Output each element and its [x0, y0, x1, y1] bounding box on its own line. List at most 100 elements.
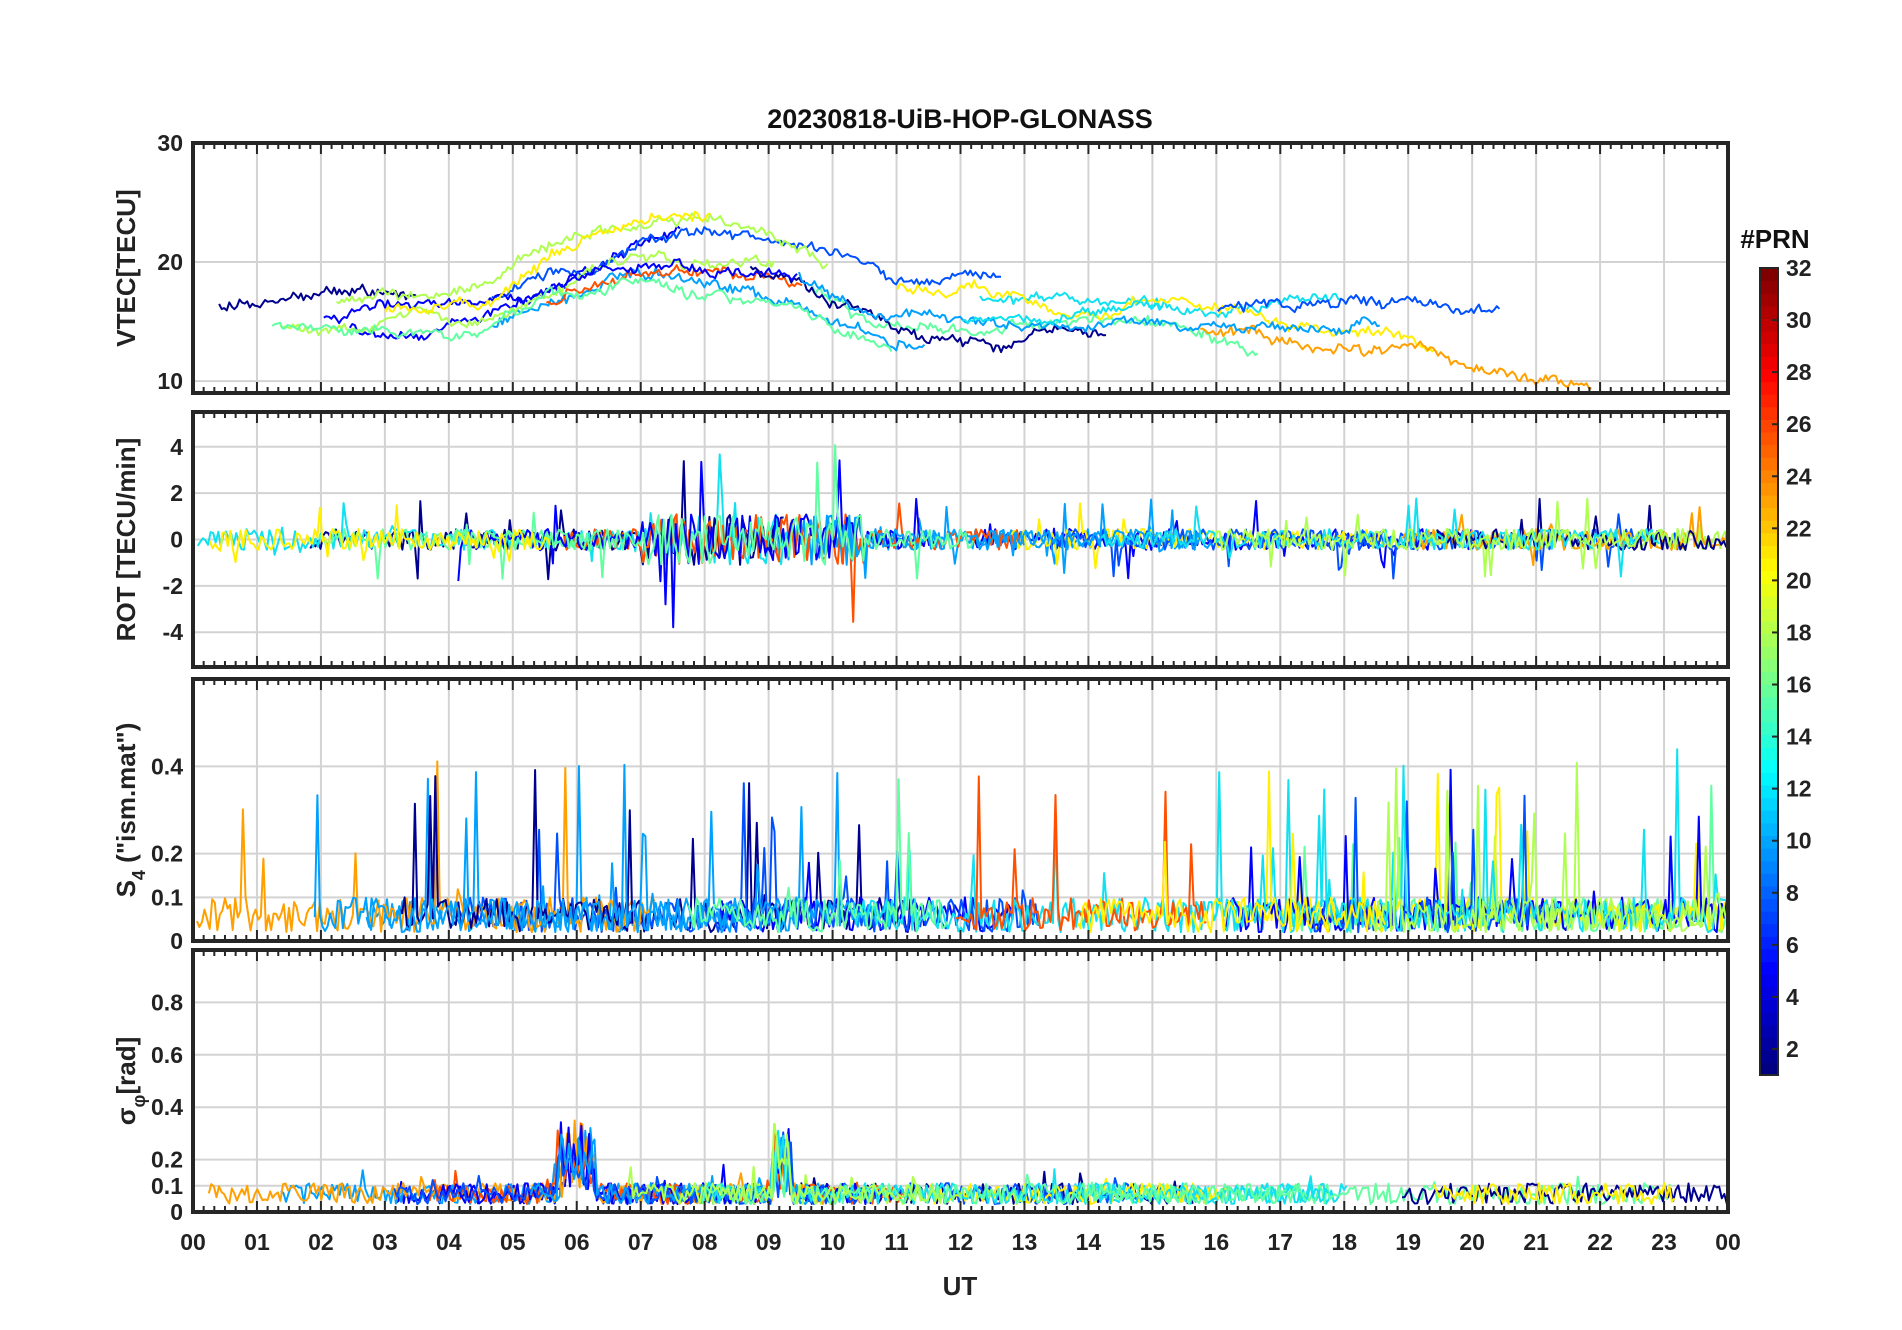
series-line [962, 295, 1163, 326]
x-tick-label: 06 [564, 1229, 590, 1255]
series-line [491, 226, 1002, 300]
colorbar-segment [1760, 293, 1778, 307]
colorbar-segment [1760, 532, 1778, 547]
series-line [445, 444, 975, 580]
colorbar-tick-label: 8 [1786, 880, 1799, 906]
series-line [896, 279, 1439, 354]
y-axis-label: ROT [TECU/min] [111, 438, 141, 642]
y-axis-label: σφ[rad] [111, 1037, 149, 1125]
x-tick-label: 12 [948, 1229, 974, 1255]
y-tick-label: 0.8 [151, 989, 183, 1015]
x-tick-label: 11 [884, 1229, 909, 1255]
y-tick-label: 10 [157, 368, 183, 394]
series-group [207, 1119, 1728, 1206]
colorbar-segment [1760, 797, 1778, 811]
colorbar-tick-label: 18 [1786, 619, 1812, 645]
colorbar-segment [1760, 646, 1778, 660]
colorbar-segment [1760, 583, 1778, 597]
colorbar-segment [1760, 381, 1778, 395]
x-tick-label: 13 [1012, 1229, 1038, 1255]
series-line [1200, 324, 1592, 390]
series-line [218, 283, 417, 312]
y-tick-label: 20 [157, 249, 183, 275]
colorbar-tick-label: 6 [1786, 932, 1799, 958]
colorbar-segment [1760, 974, 1778, 988]
colorbar-tick-label: 2 [1786, 1036, 1799, 1062]
y-axis-label-main: σ [111, 1107, 141, 1125]
x-tick-label: 10 [820, 1229, 846, 1255]
colorbar-segment [1760, 343, 1778, 357]
series-line [456, 782, 1041, 933]
series-line [749, 265, 1107, 354]
colorbar-segment [1760, 570, 1778, 584]
colorbar-tick-label: 12 [1786, 776, 1812, 802]
series-line [309, 460, 784, 581]
colorbar-tick-label: 32 [1786, 255, 1812, 281]
colorbar-segment [1760, 1037, 1778, 1051]
colorbar-tick-label: 24 [1786, 463, 1812, 489]
colorbar-tick-label: 16 [1786, 672, 1812, 698]
colorbar-segment [1760, 986, 1778, 1000]
y-tick-label: 30 [157, 130, 183, 156]
series-line [398, 769, 634, 933]
colorbar-segment [1760, 305, 1778, 320]
colorbar-segment [1760, 419, 1778, 433]
series-line [323, 258, 798, 325]
colorbar-segment [1760, 848, 1778, 862]
y-axis-label-main: S [111, 880, 141, 897]
x-tick-label: 17 [1267, 1229, 1293, 1255]
colorbar-segment [1760, 822, 1778, 837]
x-axis-label: UT [943, 1271, 978, 1301]
series-group [218, 210, 1592, 390]
y-tick-label: -4 [163, 619, 184, 645]
colorbar-segment [1760, 671, 1778, 685]
x-tick-label: 03 [372, 1229, 398, 1255]
x-tick-label: 05 [500, 1229, 526, 1255]
series-line [701, 1137, 1307, 1206]
colorbar-segment [1760, 923, 1778, 937]
y-tick-label: 0.2 [151, 1147, 183, 1173]
y-tick-label: 4 [170, 434, 183, 460]
colorbar-segment [1760, 747, 1778, 761]
panel-sigma_phi: 00.10.20.40.60.8σφ[rad] [111, 948, 1730, 1225]
colorbar-segment [1760, 558, 1778, 572]
colorbar-segment [1760, 621, 1778, 635]
y-tick-label: 0 [170, 527, 183, 553]
x-tick-label: 00 [180, 1229, 206, 1255]
x-tick-label: 14 [1076, 1229, 1102, 1255]
colorbar-segment [1760, 759, 1778, 773]
y-axis-label: VTEC[TECU] [111, 189, 141, 346]
series-line [1369, 767, 1728, 934]
series-line [1433, 1182, 1676, 1205]
y-axis-label-sub: φ [129, 1094, 149, 1107]
series-line [1300, 794, 1549, 934]
series-line [1217, 294, 1501, 315]
series-line [1100, 497, 1661, 578]
colorbar-segment [1760, 356, 1778, 370]
series-line [627, 1123, 944, 1205]
y-tick-label: 0.2 [151, 841, 183, 867]
colorbar-segment [1760, 721, 1778, 736]
y-tick-label: 0 [170, 1199, 183, 1225]
y-axis-label-rest: ("ism.mat") [111, 723, 141, 870]
colorbar-segment [1760, 444, 1778, 458]
colorbar-segment [1760, 368, 1778, 383]
colorbar-segment [1760, 595, 1778, 610]
colorbar-segment [1760, 1024, 1778, 1038]
series-line [384, 210, 711, 314]
colorbar-segment [1760, 457, 1778, 471]
x-tick-label: 20 [1459, 1229, 1485, 1255]
x-tick-label: 16 [1204, 1229, 1230, 1255]
colorbar-tick-label: 10 [1786, 828, 1812, 854]
x-tick-label: 00 [1715, 1229, 1741, 1255]
colorbar-segment [1760, 1049, 1778, 1063]
colorbar-segment [1760, 280, 1778, 294]
y-axis-label-sub: 4 [129, 870, 149, 880]
x-tick-label: 22 [1587, 1229, 1613, 1255]
colorbar-segment [1760, 709, 1778, 723]
chart-title: 20230818-UiB-HOP-GLONASS [767, 104, 1153, 134]
series-line [979, 291, 1341, 319]
colorbar-segment [1760, 835, 1778, 849]
y-tick-label: 0.1 [151, 884, 183, 910]
